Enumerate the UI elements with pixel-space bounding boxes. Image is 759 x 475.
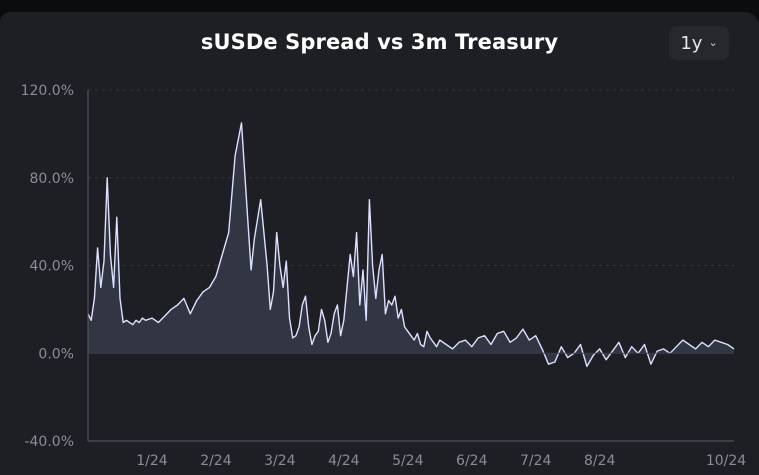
range-label: 1y bbox=[680, 32, 703, 54]
y-tick-label: 0.0% bbox=[38, 346, 74, 362]
series-line bbox=[87, 122, 735, 368]
x-tick-label: 2/24 bbox=[200, 453, 232, 469]
x-tick-label: 10/24 bbox=[706, 453, 746, 469]
chevron-down-icon: ⌄ bbox=[708, 35, 718, 49]
range-dropdown[interactable]: 1y ⌄ bbox=[669, 26, 729, 60]
x-tick-label: 1/24 bbox=[136, 453, 168, 469]
chart-card bbox=[0, 12, 759, 475]
x-tick-label: 5/24 bbox=[392, 453, 424, 469]
y-tick-label: 120.0% bbox=[21, 83, 74, 99]
x-tick-label: 8/24 bbox=[584, 453, 616, 469]
y-tick-label: -40.0% bbox=[24, 434, 74, 450]
y-tick-label: 40.0% bbox=[30, 259, 74, 275]
x-tick-label: 3/24 bbox=[264, 453, 296, 469]
y-tick-label: 80.0% bbox=[30, 171, 74, 187]
x-tick-label: 7/24 bbox=[520, 453, 552, 469]
x-tick-label: 6/24 bbox=[456, 453, 488, 469]
series-area bbox=[88, 122, 734, 367]
x-tick-label: 4/24 bbox=[328, 453, 360, 469]
chart-title: sUSDe Spread vs 3m Treasury bbox=[200, 30, 559, 54]
